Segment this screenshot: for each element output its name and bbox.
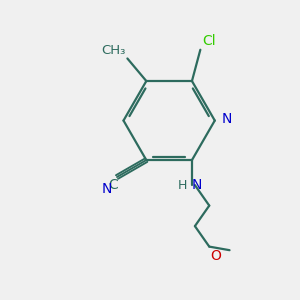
Text: O: O [211,249,222,263]
Text: Cl: Cl [202,34,215,48]
Text: C: C [108,178,118,193]
Text: N: N [101,182,112,196]
Text: N: N [221,112,232,126]
Text: CH₃: CH₃ [101,44,126,57]
Text: N: N [192,178,202,192]
Text: H: H [178,178,188,192]
